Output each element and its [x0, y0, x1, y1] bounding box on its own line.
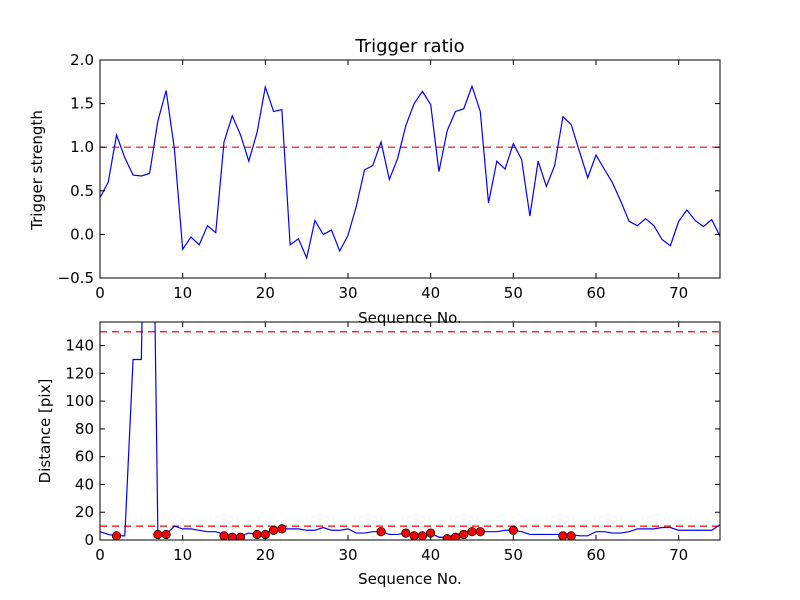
marker-point [450, 532, 461, 540]
top-series-line [100, 84, 720, 260]
bottom-axes-frame [99, 321, 721, 541]
marker-point [111, 531, 122, 540]
marker-point [401, 528, 411, 538]
x-tick-label: 70 [669, 284, 688, 302]
bottom-x-ticks: 0 10 20 30 40 50 60 70 [95, 322, 688, 564]
x-tick-label: 30 [338, 284, 357, 302]
y-tick-label: 2.0 [70, 51, 94, 69]
y-tick-label: 140 [65, 337, 94, 355]
y-tick-label: 120 [65, 364, 94, 382]
marker-point [467, 527, 477, 537]
x-tick-label: 10 [173, 546, 192, 564]
marker-point [508, 525, 518, 535]
y-tick-label: −0.5 [58, 269, 94, 287]
bottom-y-ticks: 0 20 40 60 80 100 120 140 [65, 337, 720, 549]
y-tick-label: 40 [75, 475, 94, 493]
top-y-axis-label: Trigger strength [28, 110, 46, 231]
x-tick-label: 50 [504, 546, 523, 564]
marker-point [459, 529, 469, 540]
top-chart-title: Trigger ratio [354, 36, 464, 57]
y-tick-label: 20 [75, 503, 94, 521]
x-tick-label: 60 [586, 284, 605, 302]
y-tick-label: 0.0 [70, 225, 94, 243]
y-tick-label: 1.0 [70, 138, 94, 156]
marker-point [219, 531, 229, 540]
top-y-ticks: −0.5 0.0 0.5 1.0 1.5 2.0 [58, 51, 720, 287]
x-tick-label: 70 [669, 546, 688, 564]
top-x-axis-label: Sequence No. [358, 309, 462, 327]
marker-point [558, 531, 568, 540]
bottom-markers [111, 524, 576, 540]
bottom-x-axis-label: Sequence No. [358, 570, 462, 588]
top-panel: Trigger ratio 0 10 20 30 40 50 60 70 −0.5 0.0 0.5… [28, 36, 721, 327]
marker-point [376, 527, 386, 537]
bottom-panel: 0 10 20 30 40 50 60 70 0 20 40 60 80 100 120 140 Seque… [36, 321, 721, 588]
y-tick-label: 0 [84, 531, 94, 549]
x-tick-label: 40 [421, 546, 440, 564]
y-tick-label: 80 [75, 420, 94, 438]
marker-point [268, 525, 279, 535]
x-tick-label: 20 [256, 284, 275, 302]
marker-point [409, 531, 419, 540]
top-x-ticks: 0 10 20 30 40 50 60 70 [95, 60, 688, 302]
marker-point [235, 532, 246, 540]
marker-point [153, 529, 163, 540]
marker-point [566, 531, 576, 540]
x-tick-label: 40 [421, 284, 440, 302]
x-tick-label: 10 [173, 284, 192, 302]
x-tick-label: 60 [586, 546, 605, 564]
marker-point [417, 531, 427, 540]
y-tick-label: 100 [65, 392, 94, 410]
x-tick-label: 30 [338, 546, 357, 564]
y-tick-label: 0.5 [70, 182, 94, 200]
marker-point [475, 527, 485, 537]
y-tick-label: 60 [75, 448, 94, 466]
marker-point [277, 524, 287, 534]
x-tick-label: 0 [95, 546, 105, 564]
x-tick-label: 0 [95, 284, 105, 302]
x-tick-label: 50 [504, 284, 523, 302]
marker-point [252, 529, 262, 540]
y-tick-label: 1.5 [70, 95, 94, 113]
top-axes-frame [99, 59, 721, 279]
x-tick-label: 20 [256, 546, 275, 564]
bottom-y-axis-label: Distance [pix] [36, 379, 54, 484]
marker-point [161, 529, 171, 540]
